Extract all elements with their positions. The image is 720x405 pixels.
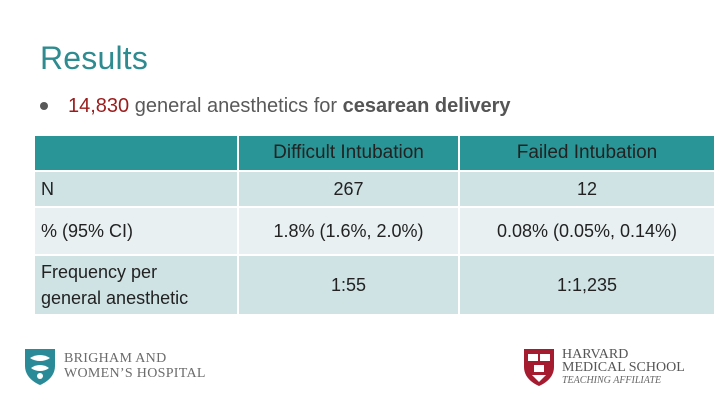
- difficult-value: 1:55: [239, 256, 458, 314]
- failed-value: 0.08% (0.05%, 0.14%): [460, 208, 714, 254]
- harvard-logo: HARVARD MEDICAL SCHOOL TEACHING AFFILIAT…: [522, 344, 702, 390]
- table-header-empty: [35, 136, 237, 170]
- bullet-text: general anesthetics for: [134, 94, 338, 117]
- difficult-value: 1.8% (1.6%, 2.0%): [239, 208, 458, 254]
- failed-value: 1:1,235: [460, 256, 714, 314]
- table-header-row: Difficult Intubation Failed Intubation: [35, 136, 714, 170]
- brigham-logo: BRIGHAM AND WOMEN’S HOSPITAL: [22, 344, 222, 388]
- row-label: % (95% CI): [35, 208, 237, 254]
- brigham-logo-line2: WOMEN’S HOSPITAL: [64, 366, 206, 381]
- bullet-bold-text: cesarean delivery: [342, 94, 511, 117]
- brigham-shield-icon: [25, 349, 55, 385]
- results-table: Difficult Intubation Failed Intubation N…: [33, 134, 716, 316]
- bullet-dot-icon: [40, 102, 48, 110]
- table-header-difficult: Difficult Intubation: [239, 136, 458, 170]
- failed-value: 12: [460, 172, 714, 206]
- brigham-logo-line1: BRIGHAM AND: [64, 351, 167, 366]
- anesthetics-count: 14,830: [68, 94, 130, 117]
- table-row: N 267 12: [35, 172, 714, 206]
- row-label: N: [35, 172, 237, 206]
- harvard-logo-line3: TEACHING AFFILIATE: [562, 374, 662, 386]
- bullet-point: 14,830 general anesthetics for cesarean …: [40, 92, 511, 120]
- row-label-line1: Frequency per: [41, 262, 158, 282]
- slide-title: Results: [40, 40, 149, 76]
- table-header-failed: Failed Intubation: [460, 136, 714, 170]
- harvard-logo-line1: HARVARD: [562, 346, 629, 362]
- row-label: Frequency per general anesthetic: [35, 256, 237, 314]
- table-row: Frequency per general anesthetic 1:55 1:…: [35, 256, 714, 314]
- table-row: % (95% CI) 1.8% (1.6%, 2.0%) 0.08% (0.05…: [35, 208, 714, 254]
- difficult-value: 267: [239, 172, 458, 206]
- harvard-logo-line2: MEDICAL SCHOOL: [562, 359, 685, 375]
- row-label-line2: general anesthetic: [41, 288, 189, 308]
- harvard-shield-icon: [524, 349, 554, 386]
